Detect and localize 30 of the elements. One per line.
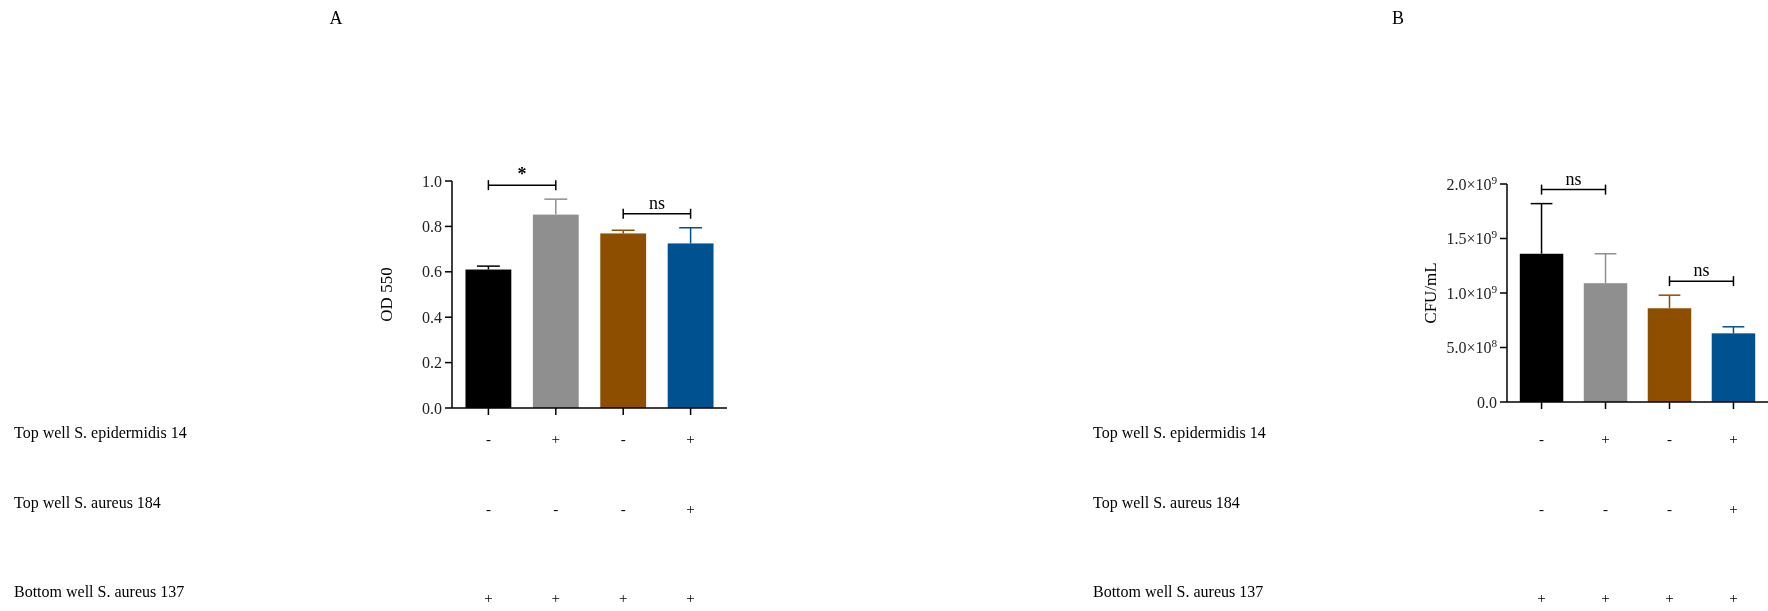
y-tick-label: 0.4 [422,308,442,326]
y-tick-label: 0.0 [1477,393,1497,411]
y-tick-label: 0.0 [422,399,442,417]
category-label: - - + [1665,431,1674,606]
category-label: + + + [1729,431,1738,606]
annotation: ns [648,192,665,213]
y-tick-label: 5.0×10$^{8}$ [1446,337,1498,357]
y-tick-label: 0.8 [422,218,442,235]
category-label: - - + [1537,431,1546,606]
y-axis-title: CFU/mL [1421,262,1440,324]
category-label: + - + [1601,431,1610,606]
y-tick-label: 0.6 [422,263,442,281]
chart-title: B [1391,8,1405,28]
category-label: - - + [618,431,628,606]
annotation: ns [1693,260,1710,281]
y-tick-label: 0.2 [422,354,442,372]
y-tick-label: 1.0 [422,172,442,190]
category-label: + - + [551,431,561,606]
category-label: + + + [686,431,695,606]
y-tick-label: 1.5×10$^{9}$ [1446,228,1498,248]
text: Top well S. epidermidis 14 Top well S. aureus 184 Bottom well S. aureus 137 [14,424,187,600]
y-axis-title: OD 550 [377,267,396,322]
annotation: * [517,164,527,185]
text: Top well S. epidermidis 14 Top well S. aureus 184 Bottom well S. aureus 137 [1093,424,1266,600]
category-label: - - + [484,431,493,606]
annotation: ns [1565,168,1582,189]
chart-title: A [329,8,343,28]
y-tick-label: 2.0×10$^{9}$ [1446,173,1498,193]
y-tick-label: 1.0×10$^{9}$ [1446,282,1498,302]
bar [600,233,647,408]
